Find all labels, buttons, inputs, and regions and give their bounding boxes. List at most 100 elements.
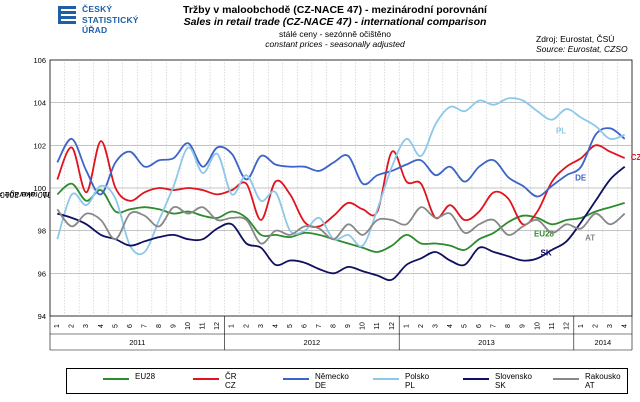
legend-swatch (283, 378, 309, 380)
series-line-eu28 (56, 182, 625, 253)
x-tick-label: 10 (360, 322, 367, 330)
legend-label-en: SK (495, 381, 506, 390)
legend-label-en: AT (585, 381, 595, 390)
subtitle-en: constant prices - seasonally adjusted (265, 39, 405, 49)
series-label-pl: PL (556, 127, 566, 136)
x-tick-label: 2 (592, 324, 599, 328)
x-tick-label: 4 (622, 324, 629, 328)
title-en: Sales in retail trade (CZ-NACE 47) - int… (183, 16, 487, 28)
y-tick-label: 96 (38, 269, 46, 278)
source-note: Zdroj: Eurostat, ČSÚ Source: Eurostat, C… (536, 34, 628, 54)
title-cz: Tržby v maloobchodě (CZ-NACE 47) - mezin… (183, 4, 487, 16)
x-tick-label: 5 (462, 324, 469, 328)
legend-label: ČR CZ (225, 372, 237, 390)
legend-label: Slovensko SK (495, 372, 532, 390)
series-line-de (56, 127, 626, 198)
legend-swatch (103, 378, 129, 380)
logo-line: ČESKÝ (82, 4, 113, 14)
source-cz: Zdroj: Eurostat, ČSÚ (536, 34, 615, 44)
legend-label-en: DE (315, 381, 327, 390)
subtitle-cz: stálé ceny - sezónně očištěno (279, 29, 391, 39)
legend-label-cz: Polsko (405, 372, 430, 381)
y-tick-label: 106 (33, 56, 46, 65)
x-tick-label: 1 (578, 324, 585, 328)
x-tick-label: 4 (447, 324, 454, 328)
logo-line: STATISTICKÝ (82, 14, 139, 25)
x-tick-label: 2 (69, 324, 76, 328)
x-tick-label: 2 (243, 324, 250, 328)
x-tick-label: 12 (214, 322, 221, 330)
legend-label-cz: Rakousko (585, 372, 621, 381)
x-tick-label: 6 (476, 324, 483, 328)
x-tick-label: 9 (171, 324, 178, 328)
series-label-eu28: EU28 (534, 229, 555, 238)
x-tick-label: 8 (505, 324, 512, 328)
x-tick-label: 6 (301, 324, 308, 328)
legend-swatch (373, 378, 399, 380)
x-tick-label: 10 (534, 322, 541, 330)
logo-line: ÚŘAD (82, 25, 108, 35)
x-tick-label: 7 (316, 324, 323, 328)
year-label: 2012 (304, 338, 321, 347)
legend-label-cz: Slovensko (495, 372, 532, 381)
y-tick-label: 94 (38, 312, 46, 321)
x-tick-label: 5 (112, 324, 119, 328)
source-en: Source: Eurostat, CZSO (536, 44, 628, 54)
x-tick-label: 10 (185, 322, 192, 330)
x-tick-label: 6 (127, 324, 134, 328)
czso-logo-mark-icon (58, 6, 76, 24)
legend-label-cz: EU28 (135, 372, 156, 381)
legend-label-en: PL (405, 381, 415, 390)
y-tick-label: 100 (33, 184, 46, 193)
legend-label: EU28 (135, 372, 155, 381)
series-label-sk: SK (541, 248, 552, 257)
x-tick-label: 5 (287, 324, 294, 328)
legend-swatch (463, 378, 489, 380)
legend-label: Polsko PL (405, 372, 429, 390)
x-tick-label: 7 (491, 324, 498, 328)
x-tick-label: 11 (549, 322, 556, 329)
x-tick-label: 3 (607, 324, 614, 328)
x-tick-label: 12 (389, 322, 396, 330)
legend-swatch (553, 378, 579, 380)
year-label: 2011 (129, 338, 145, 347)
czso-logo: ČESKÝ STATISTICKÝ ÚŘAD (58, 4, 178, 48)
legend-swatch (193, 378, 219, 380)
series-line-at (56, 205, 626, 245)
x-tick-label: 2 (418, 324, 425, 328)
series-line-sk (57, 166, 626, 281)
legend-label: Rakousko AT (585, 372, 621, 390)
x-tick-label: 8 (156, 324, 163, 328)
legend-label-cz: ČR (225, 372, 237, 381)
x-tick-label: 11 (374, 322, 381, 329)
y-tick-label: 104 (33, 99, 46, 108)
legend-label: Německo DE (315, 372, 349, 390)
series-label-cz: CZ (631, 153, 640, 162)
year-label: 2014 (595, 338, 612, 347)
x-tick-label: 1 (229, 324, 236, 328)
x-tick-label: 1 (54, 324, 61, 328)
x-tick-label: 3 (83, 324, 90, 328)
legend-label-en: CZ (225, 381, 236, 390)
x-tick-label: 12 (563, 322, 570, 330)
x-tick-label: 7 (141, 324, 148, 328)
x-tick-label: 3 (432, 324, 439, 328)
x-tick-label: 4 (98, 324, 105, 328)
x-tick-label: 9 (345, 324, 352, 328)
x-tick-label: 1 (403, 324, 410, 328)
x-tick-label: 8 (331, 324, 338, 328)
y-tick-label: 98 (38, 227, 46, 236)
y-tick-label: 102 (33, 141, 46, 150)
x-tick-label: 4 (272, 324, 279, 328)
series-label-de: DE (575, 174, 587, 183)
legend: EU28 ČR CZ Německo DE Polsko PL Slovensko SK Rako… (66, 368, 628, 394)
series-label-at: AT (585, 234, 595, 243)
czso-logo-text: ČESKÝ STATISTICKÝ ÚŘAD (82, 4, 139, 36)
title-block: Tržby v maloobchodě (CZ-NACE 47) - mezin… (170, 4, 500, 49)
legend-label-cz: Německo (315, 372, 349, 381)
x-tick-label: 11 (200, 322, 207, 329)
x-tick-label: 3 (258, 324, 265, 328)
x-tick-label: 9 (520, 324, 527, 328)
year-label: 2013 (478, 338, 495, 347)
